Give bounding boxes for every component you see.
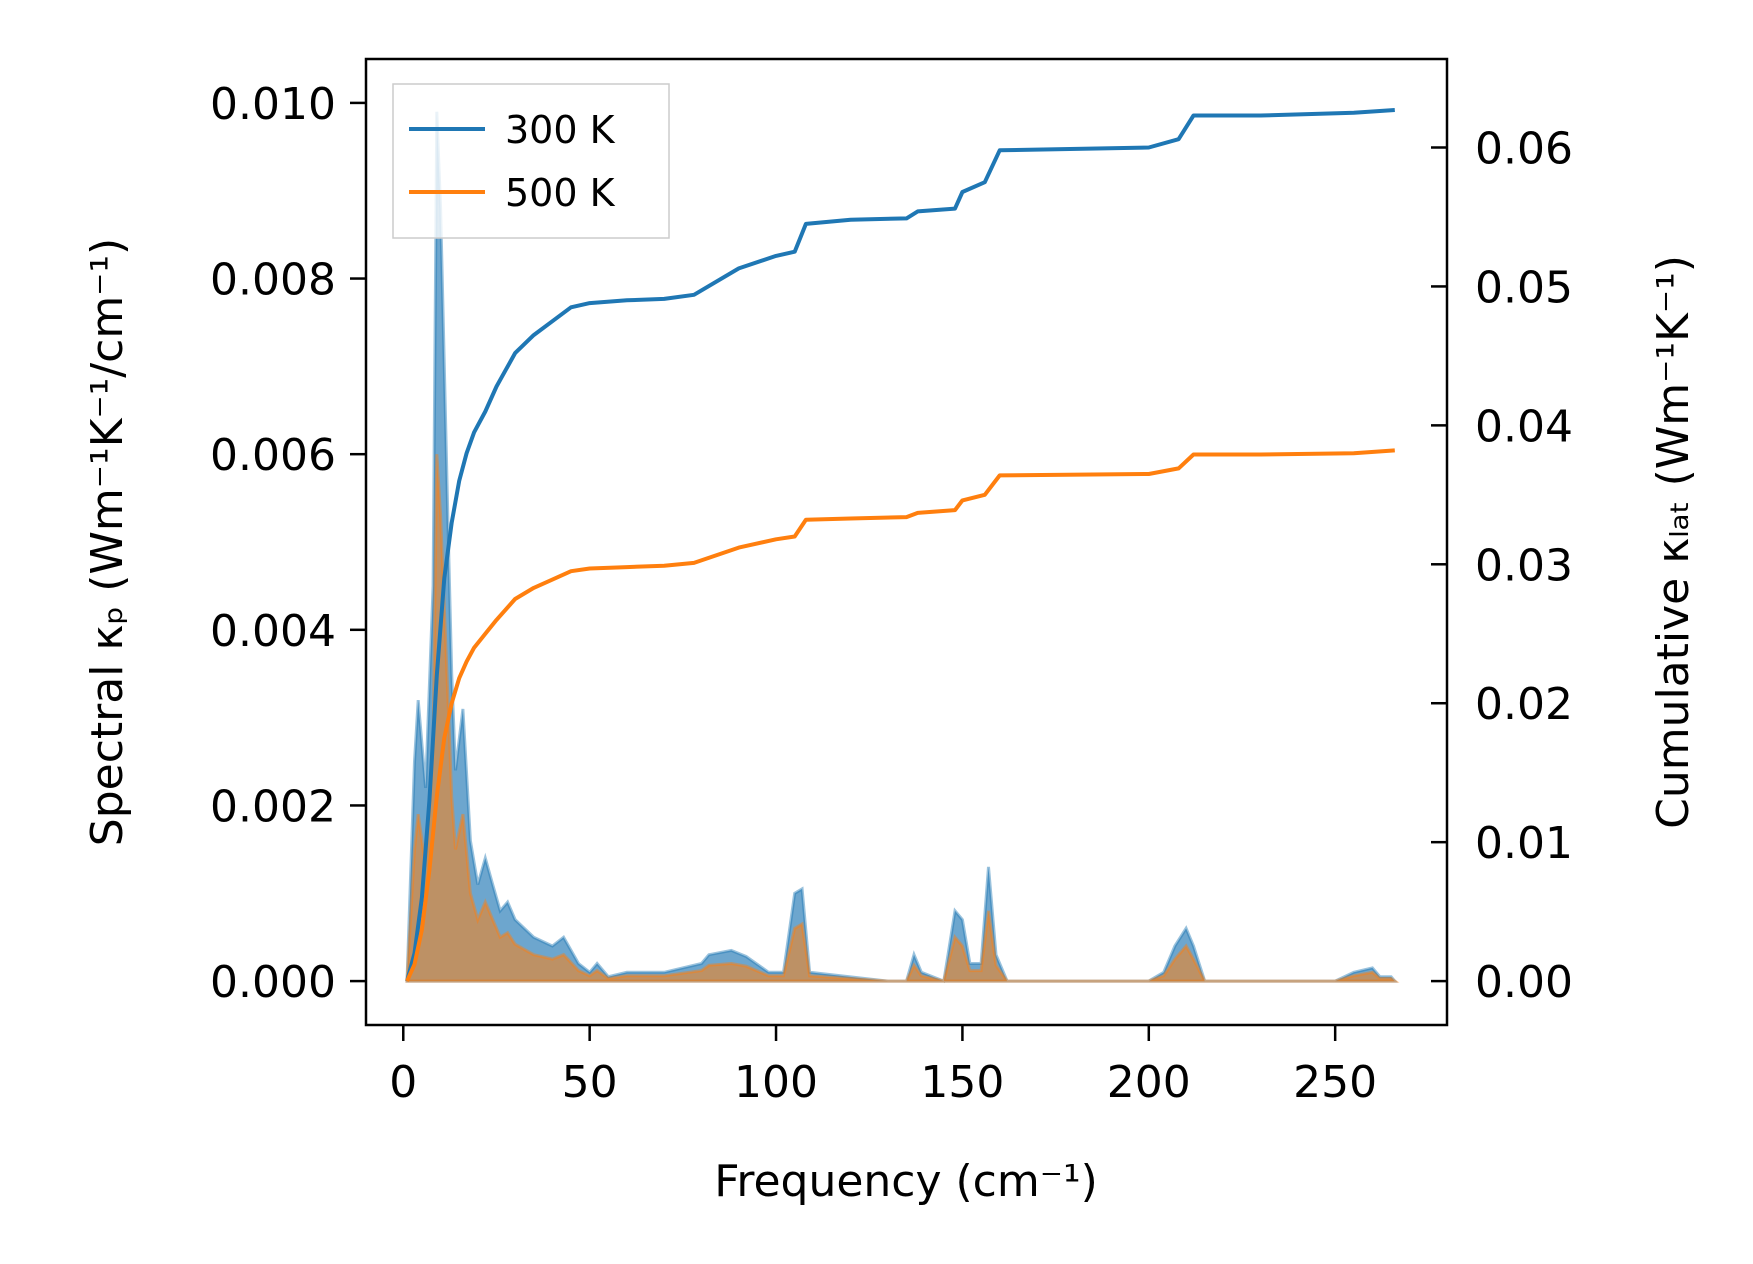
x-tick-label: 250	[1293, 1057, 1377, 1108]
y-left-tick-label: 0.004	[210, 606, 336, 657]
y-left-tick-label: 0.010	[210, 79, 336, 130]
cumulative-line-300k	[405, 108, 1395, 982]
y-left-tick-label: 0.002	[210, 781, 336, 832]
x-tick-label: 0	[389, 1057, 417, 1108]
y-axis-right-title: Cumulative κₗₐₜ (Wm⁻¹K⁻¹)	[1648, 255, 1699, 829]
y-axis-left-title: Spectral κₚ (Wm⁻¹K⁻¹/cm⁻¹)	[82, 238, 133, 846]
legend-label-300k: 300 K	[505, 108, 616, 152]
y-right-tick-label: 0.01	[1475, 818, 1573, 869]
y-right-tick-label: 0.00	[1475, 957, 1573, 1008]
y-right-tick-label: 0.06	[1475, 124, 1573, 175]
legend-label-500k: 500 K	[505, 171, 616, 215]
legend: 300 K 500 K	[392, 83, 670, 239]
spectral-fills	[405, 111, 1400, 984]
x-axis-title: Frequency (cm⁻¹)	[714, 1156, 1098, 1207]
spectral-area-500k	[405, 454, 1400, 983]
y-left-tick-label: 0.000	[210, 957, 336, 1008]
plot-frame	[364, 57, 1449, 1027]
x-tick-label: 100	[734, 1057, 818, 1108]
legend-box	[392, 83, 670, 239]
axis-ticks: 0 50 100 150 200 250 0.000 0.002 0.004 0.006 0.008…	[210, 79, 1573, 1108]
y-right-tick-label: 0.04	[1475, 401, 1573, 452]
y-right-tick-label: 0.05	[1475, 262, 1573, 313]
y-right-tick-label: 0.02	[1475, 679, 1573, 730]
x-tick-label: 150	[920, 1057, 1004, 1108]
cumulative-line-500k	[405, 448, 1395, 982]
y-left-tick-label: 0.006	[210, 430, 336, 481]
y-left-tick-label: 0.008	[210, 255, 336, 306]
cumulative-lines	[405, 108, 1395, 982]
y-right-tick-label: 0.03	[1475, 540, 1573, 591]
x-tick-label: 200	[1107, 1057, 1191, 1108]
x-tick-label: 50	[562, 1057, 618, 1108]
spectral-area-300k	[405, 111, 1399, 984]
